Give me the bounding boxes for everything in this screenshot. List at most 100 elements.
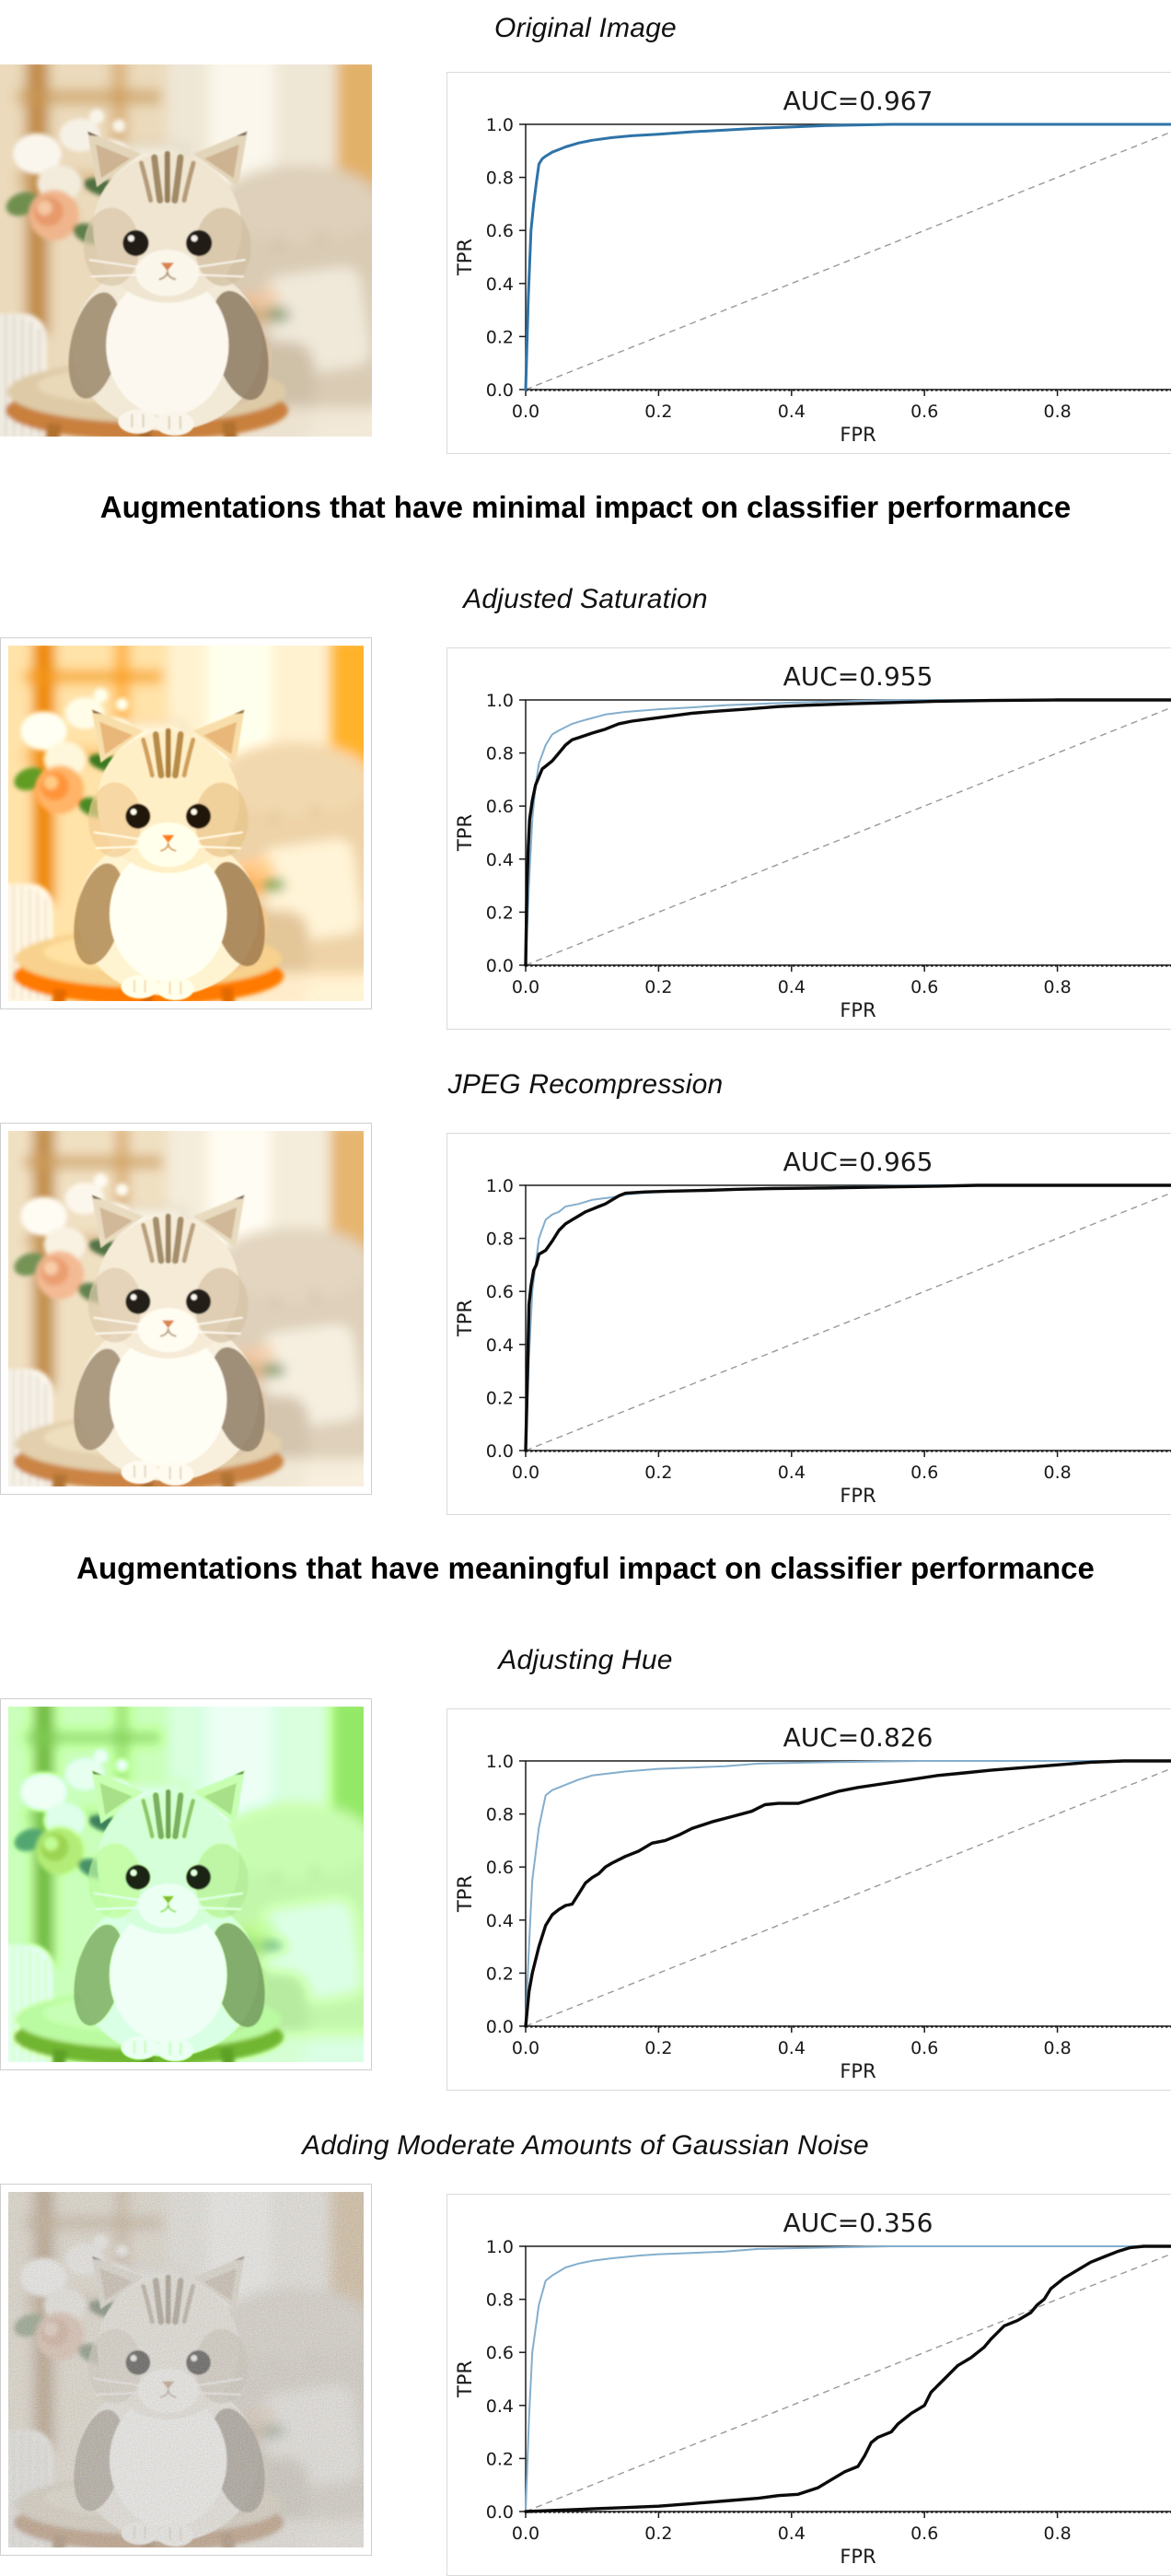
panel-title-jpeg: JPEG Recompression — [447, 1069, 724, 1100]
y-tick-label: 1.0 — [486, 115, 514, 135]
figure-page: Original Image AUC=0.967 FPR TPR 0.0 0.2 0… — [0, 11, 1171, 2576]
y-tick-label: 0.8 — [486, 2290, 514, 2311]
y-tick-label: 0.0 — [486, 956, 514, 976]
x-axis-label: FPR — [840, 2546, 875, 2568]
x-tick-label: 0.4 — [778, 1463, 806, 1483]
x-tick-label: 0.4 — [778, 977, 806, 997]
panel-jpeg: AUC=0.965 FPR TPR 0.0 0.2 0.4 0.6 0.8 1.0 0.0 0… — [0, 1118, 1171, 1515]
chance-diagonal — [525, 706, 1171, 966]
x-tick-label: 0.8 — [1043, 402, 1071, 422]
roc-chart-original: AUC=0.967 FPR TPR 0.0 0.2 0.4 0.6 0.8 1.0 0.0 0… — [446, 72, 1171, 454]
chart-title: AUC=0.826 — [783, 1722, 933, 1753]
x-axis-label: FPR — [840, 999, 875, 1021]
axes-frame — [525, 1760, 1171, 2027]
y-tick-label: 0.0 — [486, 2017, 514, 2037]
y-tick-label: 1.0 — [486, 691, 514, 711]
chance-diagonal — [525, 1192, 1171, 1451]
x-tick-label: 0.6 — [910, 2524, 938, 2544]
y-tick-label: 0.8 — [486, 1805, 514, 1825]
roc-chart-hue-svg: AUC=0.826 FPR TPR 0.0 0.2 0.4 0.6 0.8 1.0 0.0 0… — [454, 1722, 1171, 2082]
x-tick-label: 0.0 — [512, 1463, 539, 1483]
x-tick-label: 0.6 — [910, 2038, 938, 2058]
roc-curve-augmented — [524, 698, 1171, 967]
roc-chart-jpeg-svg: AUC=0.965 FPR TPR 0.0 0.2 0.4 0.6 0.8 1.0 0.0 0… — [454, 1147, 1171, 1507]
x-tick-label: 0.4 — [778, 2524, 806, 2544]
y-tick-label: 0.0 — [486, 380, 514, 401]
x-axis-label: FPR — [840, 2060, 875, 2082]
panel-noise: AUC=0.356 FPR TPR 0.0 0.2 0.4 0.6 0.8 1.0 0.0 0… — [0, 2179, 1171, 2576]
roc-chart-saturation-svg: AUC=0.955 FPR TPR 0.0 0.2 0.4 0.6 0.8 1.0 0.0 0… — [454, 661, 1171, 1021]
x-tick-label: 0.0 — [512, 402, 539, 422]
y-tick-label: 0.2 — [486, 903, 514, 923]
y-tick-label: 0.6 — [486, 221, 514, 241]
roc-chart-original-svg: AUC=0.967 FPR TPR 0.0 0.2 0.4 0.6 0.8 1.0 0.0 0… — [454, 86, 1171, 446]
x-tick-label: 0.2 — [644, 2524, 672, 2544]
cat-photo-original — [0, 64, 372, 437]
y-axis-label: TPR — [454, 1875, 476, 1913]
y-tick-label: 0.4 — [486, 2396, 514, 2417]
chart-title: AUC=0.356 — [783, 2208, 933, 2238]
cat-photo-jpeg — [0, 1123, 372, 1495]
roc-curve-augmented — [524, 2244, 1171, 2513]
plot-area: 0.00.20.40.60.81.00.00.20.40.60.81.0 — [486, 2237, 1171, 2544]
roc-curve-original — [525, 1184, 1171, 1451]
x-axis-label: FPR — [840, 424, 875, 446]
y-tick-label: 1.0 — [486, 1176, 514, 1196]
cat-photo-noise-svg — [8, 2192, 364, 2547]
y-tick-label: 0.8 — [486, 1230, 514, 1250]
x-tick-label: 0.0 — [512, 2524, 539, 2544]
chart-title: AUC=0.965 — [783, 1147, 933, 1177]
roc-curve-original — [525, 699, 1171, 966]
y-tick-label: 0.6 — [486, 1282, 514, 1302]
section-heading-meaningful-impact: Augmentations that have meaningful impac… — [76, 1551, 1095, 1585]
axes-frame — [525, 1184, 1171, 1451]
y-tick-label: 1.0 — [486, 2237, 514, 2257]
x-tick-label: 0.8 — [1043, 2524, 1071, 2544]
plot-area: 0.00.20.40.60.81.00.00.20.40.60.81.0 — [486, 115, 1171, 422]
y-tick-label: 0.4 — [486, 850, 514, 870]
y-tick-label: 0.6 — [486, 1858, 514, 1878]
y-axis-label: TPR — [454, 1300, 476, 1337]
section-heading-minimal-impact: Augmentations that have minimal impact o… — [99, 490, 1072, 524]
y-tick-label: 0.6 — [486, 2343, 514, 2363]
x-tick-label: 0.2 — [644, 1463, 672, 1483]
x-tick-label: 0.2 — [644, 402, 672, 422]
cat-photo-saturation-svg — [8, 646, 364, 1001]
x-tick-label: 0.6 — [910, 402, 938, 422]
roc-chart-hue: AUC=0.826 FPR TPR 0.0 0.2 0.4 0.6 0.8 1.0 0.0 0… — [446, 1708, 1171, 2091]
roc-curve-augmented — [524, 1183, 1171, 1452]
y-axis-label: TPR — [454, 814, 476, 852]
panel-title-original: Original Image — [494, 13, 677, 43]
chance-diagonal — [525, 1767, 1171, 2027]
y-tick-label: 0.6 — [486, 797, 514, 817]
cat-photo-noise — [0, 2184, 372, 2556]
x-tick-label: 0.8 — [1043, 1463, 1071, 1483]
chance-diagonal — [525, 2253, 1171, 2512]
y-tick-label: 0.8 — [486, 169, 514, 189]
roc-curve-original — [524, 122, 1171, 391]
x-tick-label: 0.6 — [910, 1463, 938, 1483]
y-tick-label: 0.8 — [486, 744, 514, 764]
chart-title: AUC=0.967 — [783, 86, 933, 116]
x-tick-label: 0.4 — [778, 2038, 806, 2058]
plot-area: 0.00.20.40.60.81.00.00.20.40.60.81.0 — [486, 1752, 1171, 2058]
roc-curve-augmented — [524, 1759, 1171, 2028]
y-tick-label: 0.0 — [486, 2502, 514, 2523]
x-tick-label: 0.8 — [1043, 2038, 1071, 2058]
panel-title-hue: Adjusting Hue — [498, 1645, 673, 1675]
cat-photo-jpeg-svg — [8, 1131, 364, 1486]
roc-chart-noise-svg: AUC=0.356 FPR TPR 0.0 0.2 0.4 0.6 0.8 1.0 0.0 0… — [454, 2208, 1171, 2568]
chart-title: AUC=0.955 — [783, 661, 933, 692]
cat-photo-saturation — [0, 637, 372, 1009]
x-tick-label: 0.8 — [1043, 977, 1071, 997]
y-tick-label: 1.0 — [486, 1752, 514, 1772]
panel-original: AUC=0.967 FPR TPR 0.0 0.2 0.4 0.6 0.8 1.0 0.0 0… — [0, 57, 1171, 454]
y-tick-label: 0.2 — [486, 1388, 514, 1408]
x-tick-label: 0.0 — [512, 2038, 539, 2058]
y-axis-label: TPR — [454, 239, 476, 276]
panel-title-noise: Adding Moderate Amounts of Gaussian Nois… — [302, 2130, 869, 2161]
x-tick-label: 0.6 — [910, 977, 938, 997]
axes-frame — [525, 123, 1171, 390]
cat-photo-hue — [0, 1698, 372, 2070]
cat-photo-hue-svg — [8, 1707, 364, 2062]
